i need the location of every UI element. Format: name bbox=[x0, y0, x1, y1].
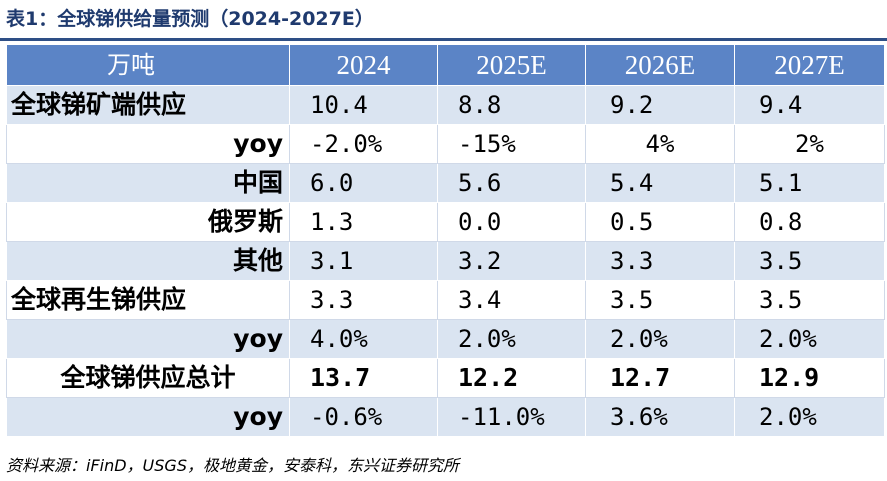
row-label: yoy bbox=[6, 124, 290, 164]
table-row: yoy -2.0% -15% 4% 2% bbox=[6, 124, 885, 164]
table-cell: 13.7 bbox=[289, 358, 438, 398]
title-rule bbox=[0, 38, 887, 41]
source-note: 资料来源：iFinD，USGS，极地黄金，安泰科，东兴证券研究所 bbox=[6, 456, 459, 475]
header-2024: 2024 bbox=[289, 44, 438, 86]
table-cell: 3.5 bbox=[734, 241, 885, 281]
table-row: 其他 3.1 3.2 3.3 3.5 bbox=[6, 241, 885, 281]
table-cell: 4% bbox=[585, 124, 735, 164]
table-row: yoy -0.6% -11.0% 3.6% 2.0% bbox=[6, 397, 885, 437]
table-row: 中国 6.0 5.6 5.4 5.1 bbox=[6, 163, 885, 203]
table-cell: 8.8 bbox=[437, 85, 586, 125]
table-cell: 6.0 bbox=[289, 163, 438, 203]
table-cell: 9.2 bbox=[585, 85, 735, 125]
table-cell: 10.4 bbox=[289, 85, 438, 125]
table-row: yoy 4.0% 2.0% 2.0% 2.0% bbox=[6, 319, 885, 359]
row-label: 中国 bbox=[6, 163, 290, 203]
table-title: 表1：全球锑供给量预测（2024-2027E） bbox=[6, 8, 374, 30]
table-cell: -15% bbox=[437, 124, 586, 164]
table-cell: 12.2 bbox=[437, 358, 586, 398]
table-cell: 5.4 bbox=[585, 163, 735, 203]
table-cell: 2.0% bbox=[437, 319, 586, 359]
table-cell: 3.6% bbox=[585, 397, 735, 437]
table-cell: 12.7 bbox=[585, 358, 735, 398]
table-cell: 1.3 bbox=[289, 202, 438, 242]
header-2025e: 2025E bbox=[437, 44, 586, 86]
table-cell: 2.0% bbox=[585, 319, 735, 359]
table-cell: 3.4 bbox=[437, 280, 586, 320]
table-cell: 0.5 bbox=[585, 202, 735, 242]
header-2026e: 2026E bbox=[585, 44, 735, 86]
table-cell: -0.6% bbox=[289, 397, 438, 437]
table-cell: 2.0% bbox=[734, 319, 885, 359]
row-label: 全球锑矿端供应 bbox=[6, 85, 290, 125]
table-header-row: 万吨 2024 2025E 2026E 2027E bbox=[6, 44, 885, 86]
table-cell: 3.3 bbox=[289, 280, 438, 320]
table-row-total: 全球锑供应总计 13.7 12.2 12.7 12.9 bbox=[6, 358, 885, 398]
row-label: 其他 bbox=[6, 241, 290, 281]
row-label: yoy bbox=[6, 319, 290, 359]
table-cell: 3.2 bbox=[437, 241, 586, 281]
table-cell: 0.8 bbox=[734, 202, 885, 242]
header-unit: 万吨 bbox=[6, 44, 290, 86]
table-cell: 9.4 bbox=[734, 85, 885, 125]
supply-forecast-table: 万吨 2024 2025E 2026E 2027E 全球锑矿端供应 10.4 8… bbox=[6, 44, 885, 437]
row-label: 全球再生锑供应 bbox=[6, 280, 290, 320]
table-row: 全球再生锑供应 3.3 3.4 3.5 3.5 bbox=[6, 280, 885, 320]
table-cell: 3.5 bbox=[734, 280, 885, 320]
table-cell: 4.0% bbox=[289, 319, 438, 359]
row-label: 全球锑供应总计 bbox=[6, 358, 290, 398]
table-cell: 2.0% bbox=[734, 397, 885, 437]
table-row: 俄罗斯 1.3 0.0 0.5 0.8 bbox=[6, 202, 885, 242]
table-cell: 3.1 bbox=[289, 241, 438, 281]
table-cell: -11.0% bbox=[437, 397, 586, 437]
table-cell: 0.0 bbox=[437, 202, 586, 242]
row-label: yoy bbox=[6, 397, 290, 437]
table-cell: 5.6 bbox=[437, 163, 586, 203]
table-cell: 3.5 bbox=[585, 280, 735, 320]
table-cell: 5.1 bbox=[734, 163, 885, 203]
header-2027e: 2027E bbox=[734, 44, 885, 86]
row-label: 俄罗斯 bbox=[6, 202, 290, 242]
table-row: 全球锑矿端供应 10.4 8.8 9.2 9.4 bbox=[6, 85, 885, 125]
table-cell: 2% bbox=[734, 124, 885, 164]
table-cell: 12.9 bbox=[734, 358, 885, 398]
table-cell: 3.3 bbox=[585, 241, 735, 281]
table-cell: -2.0% bbox=[289, 124, 438, 164]
